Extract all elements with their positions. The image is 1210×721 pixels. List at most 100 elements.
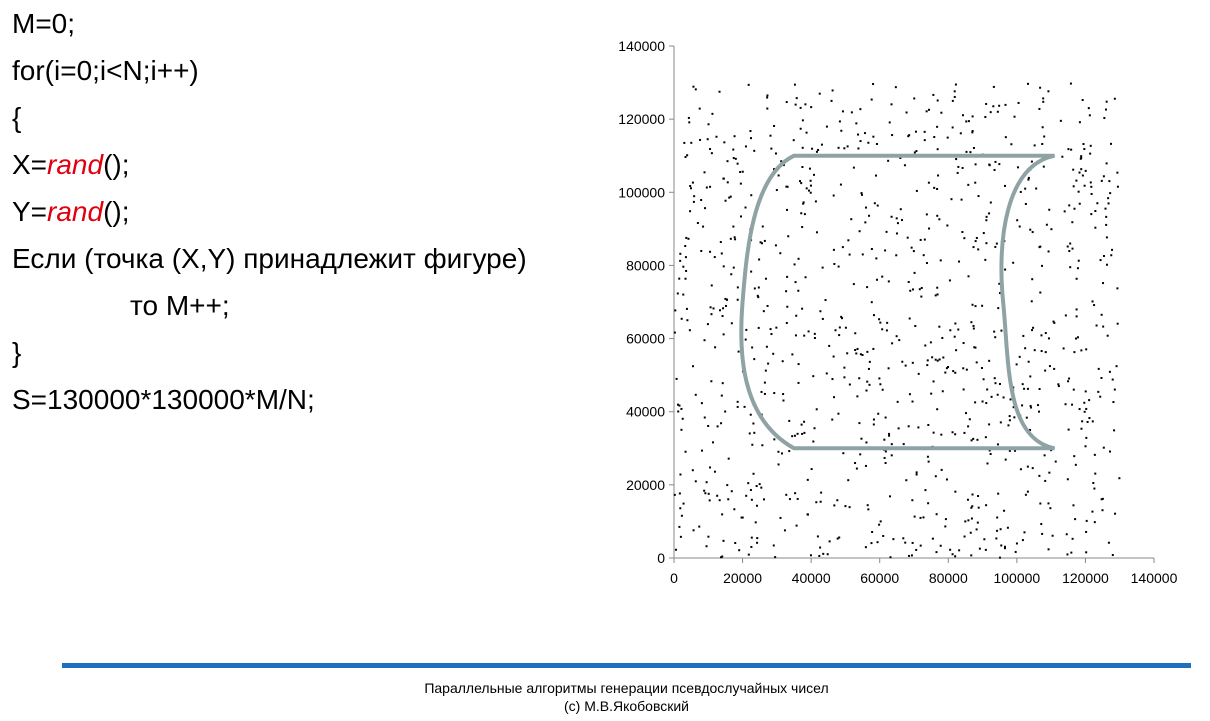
scatter-point — [687, 237, 690, 240]
scatter-point — [1087, 107, 1090, 110]
scatter-point — [938, 325, 941, 328]
scatter-point — [763, 392, 766, 395]
scatter-point — [684, 155, 687, 158]
scatter-point — [841, 110, 844, 113]
scatter-point — [694, 393, 697, 396]
scatter-point — [860, 437, 863, 440]
scatter-point — [1029, 404, 1032, 407]
scatter-point — [912, 250, 915, 253]
scatter-point — [885, 230, 888, 233]
scatter-point — [1106, 334, 1109, 337]
scatter-point — [985, 402, 988, 405]
scatter-point — [711, 112, 714, 115]
scatter-point — [702, 225, 705, 228]
scatter-point — [1116, 287, 1119, 290]
scatter-point — [813, 336, 816, 339]
scatter-point — [860, 193, 863, 196]
scatter-point — [821, 266, 824, 269]
scatter-point — [736, 400, 739, 403]
scatter-point — [856, 395, 859, 398]
scatter-point — [703, 339, 706, 342]
scatter-point — [813, 427, 816, 430]
scatter-point — [788, 450, 791, 453]
scatter-point — [864, 221, 867, 224]
scatter-point — [971, 131, 974, 134]
scatter-point — [854, 349, 857, 352]
scatter-point — [750, 545, 753, 548]
scatter-point — [747, 482, 750, 485]
scatter-point — [779, 516, 782, 519]
scatter-point — [964, 520, 967, 523]
scatter-point — [1075, 308, 1078, 311]
scatter-point — [785, 290, 788, 293]
scatter-point — [905, 479, 908, 482]
scatter-point — [896, 222, 899, 225]
scatter-point — [867, 141, 870, 144]
scatter-point — [773, 124, 776, 127]
scatter-point — [1102, 282, 1105, 285]
footer-title: Параллельные алгоритмы генерации псевдос… — [424, 680, 829, 696]
scatter-point — [692, 85, 695, 88]
footer-author: (c) М.В.Якобовский — [563, 698, 690, 714]
scatter-point — [686, 154, 689, 157]
scatter-point — [796, 497, 799, 500]
code-rand-fn-x: rand — [47, 149, 104, 180]
scatter-point — [1038, 107, 1041, 110]
scatter-point — [932, 380, 935, 383]
scatter-point — [733, 508, 736, 511]
scatter-point — [1024, 202, 1027, 205]
scatter-point — [775, 189, 778, 192]
scatter-point — [847, 239, 850, 242]
scatter-point — [965, 150, 968, 153]
scatter-point — [726, 298, 729, 301]
scatter-point — [747, 83, 750, 86]
scatter-point — [741, 516, 744, 519]
scatter-point — [876, 541, 879, 544]
scatter-point — [908, 134, 911, 137]
scatter-point — [944, 371, 947, 374]
scatter-point — [886, 321, 889, 324]
scatter-point — [1104, 207, 1107, 210]
scatter-point — [1026, 387, 1029, 390]
scatter-point — [1072, 168, 1075, 171]
scatter-point — [870, 98, 873, 101]
scatter-point — [848, 253, 851, 256]
scatter-point — [938, 218, 941, 221]
scatter-point — [871, 531, 874, 534]
scatter-point — [888, 495, 891, 498]
scatter-point — [711, 441, 714, 444]
figure-outline — [739, 153, 1056, 451]
scatter-point — [973, 346, 976, 349]
code-line-for: for(i=0;i<N;i++) — [12, 55, 199, 86]
scatter-point — [902, 443, 905, 446]
code-line-x-assign: X=rand(); — [12, 141, 527, 188]
scatter-point — [825, 125, 828, 128]
scatter-point — [924, 489, 927, 492]
scatter-point — [1116, 322, 1119, 325]
y-tick-label: 20000 — [626, 477, 665, 493]
scatter-point — [989, 201, 992, 204]
scatter-point — [1091, 420, 1094, 423]
scatter-point — [785, 493, 788, 496]
scatter-point — [954, 371, 957, 374]
scatter-point — [1043, 135, 1046, 138]
scatter-point — [936, 148, 939, 151]
scatter-point — [868, 383, 871, 386]
scatter-point — [840, 129, 843, 132]
scatter-point — [854, 462, 857, 465]
scatter-point — [1076, 336, 1079, 339]
scatter-point — [1097, 367, 1100, 370]
scatter-point — [805, 131, 808, 134]
scatter-point — [848, 383, 851, 386]
scatter-point — [1085, 530, 1088, 533]
code-line-condition: Если (точка (X,Y) принадлежит фигуре) — [12, 243, 527, 274]
scatter-point — [942, 356, 945, 359]
scatter-point — [878, 523, 881, 526]
scatter-point — [732, 225, 735, 228]
scatter-point — [684, 450, 687, 453]
scatter-point — [1110, 142, 1113, 145]
scatter-point — [716, 494, 719, 497]
scatter-point — [953, 95, 956, 98]
scatter-point — [678, 525, 681, 528]
scatter-point — [997, 307, 1000, 310]
